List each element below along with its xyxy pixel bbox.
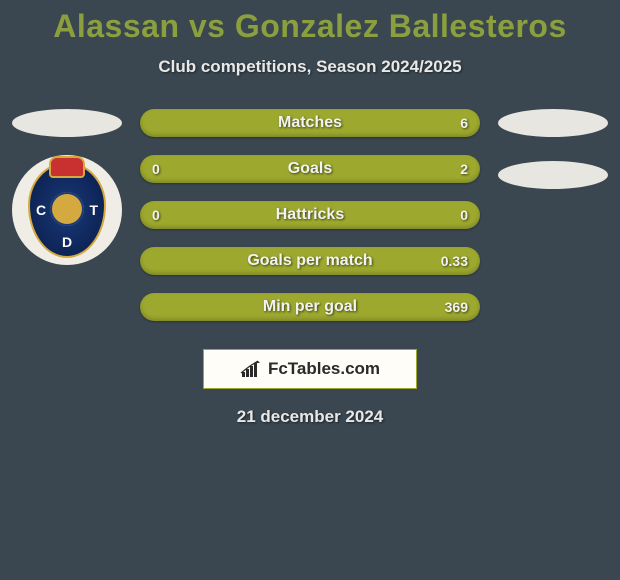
- stat-right-value: 2: [460, 161, 468, 177]
- crest-letter-c: C: [36, 202, 46, 218]
- bar-chart-icon: [240, 360, 262, 378]
- right-column: [498, 109, 608, 189]
- stat-right-value: 0.33: [441, 253, 468, 269]
- page-title: Alassan vs Gonzalez Ballesteros: [0, 8, 620, 45]
- stat-right-value: 0: [460, 207, 468, 223]
- stat-bar-hattricks: 0 Hattricks 0: [140, 201, 480, 229]
- stat-right-value: 369: [445, 299, 468, 315]
- fctables-logo-text: FcTables.com: [268, 359, 380, 379]
- crest-letter-d: D: [62, 234, 72, 250]
- stat-label: Goals: [288, 160, 332, 178]
- stat-bar-goals: 0 Goals 2: [140, 155, 480, 183]
- left-column: C T D: [12, 109, 122, 265]
- stat-label: Hattricks: [276, 206, 344, 224]
- stat-label: Goals per match: [247, 252, 372, 270]
- stat-bar-matches: Matches 6: [140, 109, 480, 137]
- crest-letter-t: T: [89, 202, 98, 218]
- main-row: C T D Matches 6 0 Goals 2 0 Hattricks 0: [0, 109, 620, 321]
- club-crest: C T D: [12, 155, 122, 265]
- stat-label: Min per goal: [263, 298, 357, 316]
- crest-shield: C T D: [28, 162, 106, 258]
- stat-left-value: 0: [152, 207, 160, 223]
- fctables-logo-box: FcTables.com: [203, 349, 417, 389]
- comparison-card: Alassan vs Gonzalez Ballesteros Club com…: [0, 0, 620, 427]
- crest-crown: [49, 156, 85, 178]
- stat-bar-min-per-goal: Min per goal 369: [140, 293, 480, 321]
- stat-right-value: 6: [460, 115, 468, 131]
- page-subtitle: Club competitions, Season 2024/2025: [0, 57, 620, 77]
- date-label: 21 december 2024: [0, 407, 620, 427]
- stat-label: Matches: [278, 114, 342, 132]
- stat-left-value: 0: [152, 161, 160, 177]
- player-placeholder-left: [12, 109, 122, 137]
- stats-bars: Matches 6 0 Goals 2 0 Hattricks 0 Goals …: [140, 109, 480, 321]
- player-placeholder-right-1: [498, 109, 608, 137]
- player-placeholder-right-2: [498, 161, 608, 189]
- stat-bar-goals-per-match: Goals per match 0.33: [140, 247, 480, 275]
